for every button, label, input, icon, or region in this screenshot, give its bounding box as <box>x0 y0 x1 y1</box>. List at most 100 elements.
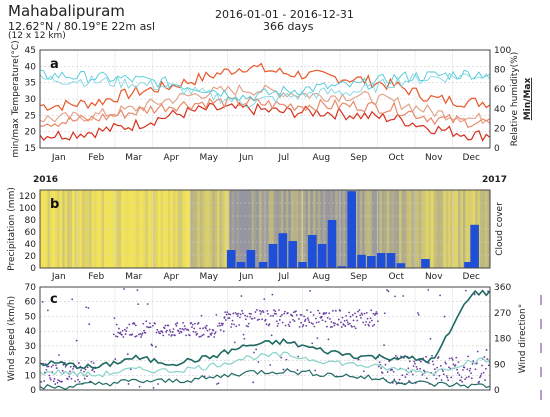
wind-direction-point <box>420 360 422 363</box>
panel-b-ytick: 40 <box>25 240 37 250</box>
wind-direction-point <box>182 328 185 331</box>
series-line-temp_mean <box>39 83 491 125</box>
wind-direction-point <box>258 318 260 321</box>
wind-direction-point <box>276 325 279 327</box>
wind-direction-point <box>278 309 280 311</box>
panel-a-ytick-right: 40 <box>494 105 506 115</box>
wind-direction-point <box>370 309 373 312</box>
wind-direction-point <box>484 379 486 382</box>
panel-b-frame <box>39 189 491 269</box>
wind-direction-point <box>69 365 72 368</box>
panel-b-month-label: Nov <box>425 272 443 282</box>
wind-direction-point <box>450 357 453 360</box>
cloud-cover-stripe <box>158 190 161 268</box>
wind-direction-point <box>181 328 184 330</box>
wind-direction-point <box>145 320 148 323</box>
precip-bar <box>308 235 317 268</box>
panel-c-ytick-left: 70 <box>25 283 37 293</box>
wind-direction-point <box>250 313 252 315</box>
wind-direction-point <box>146 303 149 305</box>
wind-direction-point <box>367 323 370 326</box>
wind-direction-point <box>253 317 256 319</box>
wind-direction-point <box>300 313 303 316</box>
wind-direction-point <box>414 362 416 365</box>
wind-direction-point <box>337 323 339 326</box>
wind-direction-point <box>378 361 381 364</box>
wind-direction-point <box>257 361 260 363</box>
wind-direction-point <box>448 366 450 369</box>
wind-direction-point <box>412 365 415 368</box>
wind-direction-point <box>171 333 173 336</box>
wind-direction-point <box>326 325 328 328</box>
wind-direction-point <box>438 374 441 377</box>
cloud-cover-stripe <box>241 190 245 268</box>
panel-c-ytick-right: 180 <box>494 335 511 345</box>
wind-direction-point <box>374 314 376 316</box>
wind-direction-point <box>331 326 334 328</box>
wind-direction-point <box>486 358 489 361</box>
wind-direction-point <box>251 317 254 320</box>
cloud-cover-stripe <box>268 190 272 268</box>
wind-direction-point <box>55 367 58 369</box>
precip-bar <box>298 262 307 268</box>
wind-direction-point <box>392 370 395 373</box>
wind-direction-point <box>396 356 399 359</box>
wind-direction-point <box>460 376 463 379</box>
cloud-cover-stripe <box>280 190 284 268</box>
wind-direction-point <box>229 313 232 316</box>
panel-a-ytick-left: 15 <box>25 144 36 154</box>
wind-direction-point <box>139 332 142 335</box>
wind-direction-point <box>281 321 284 324</box>
wind-direction-point <box>175 324 178 327</box>
wind-direction-point <box>179 327 182 330</box>
wind-direction-point <box>377 365 380 368</box>
precip-bar <box>367 256 376 268</box>
wind-direction-point <box>180 331 183 334</box>
cloud-cover-stripe <box>465 190 469 268</box>
days-count-label: 366 days <box>263 20 314 33</box>
panel-a-month-label: Nov <box>425 153 443 163</box>
wind-direction-point <box>131 333 134 336</box>
wind-direction-point <box>239 313 242 316</box>
wind-direction-point <box>307 319 310 321</box>
wind-direction-point <box>56 381 59 384</box>
wind-direction-point <box>83 377 86 380</box>
wind-direction-point <box>268 323 271 326</box>
panel-b-month-label: Dec <box>463 272 480 282</box>
wind-direction-point <box>240 295 243 297</box>
wind-direction-point <box>115 335 117 338</box>
panel-a-ytick-right: 20 <box>494 124 506 134</box>
wind-direction-point <box>163 327 166 330</box>
wind-direction-point <box>144 331 147 334</box>
wind-direction-point <box>58 380 61 382</box>
wind-direction-point <box>222 322 224 325</box>
cloud-cover-stripe <box>278 190 282 268</box>
panel-a-ytick-right: 60 <box>494 85 506 95</box>
precip-bar <box>347 191 356 268</box>
wind-direction-point <box>143 329 145 332</box>
wind-direction-point <box>177 330 180 332</box>
cloud-cover-stripe <box>342 190 346 268</box>
wind-direction-point <box>270 314 272 317</box>
wind-direction-point <box>340 321 342 324</box>
cloud-cover-stripe <box>89 190 93 268</box>
panel-a-month-label: Dec <box>463 153 480 163</box>
panel-b-month-label: Oct <box>388 272 404 282</box>
wind-direction-point <box>417 312 419 314</box>
wind-direction-point <box>425 377 428 380</box>
wind-direction-point <box>86 366 89 369</box>
cloud-cover-stripe <box>305 190 309 268</box>
cloud-cover-stripe <box>108 190 112 268</box>
wind-direction-point <box>480 372 483 375</box>
wind-direction-point <box>242 333 245 336</box>
wind-direction-point <box>252 381 255 384</box>
wind-direction-point <box>286 312 289 314</box>
wind-direction-point <box>77 378 80 381</box>
wind-direction-point <box>368 324 370 327</box>
wind-direction-point <box>408 379 410 382</box>
wind-direction-point <box>456 368 458 371</box>
wind-direction-point <box>149 326 152 329</box>
cloud-cover-stripe <box>185 190 188 268</box>
wind-direction-point <box>340 326 343 328</box>
wind-direction-point <box>360 316 362 319</box>
